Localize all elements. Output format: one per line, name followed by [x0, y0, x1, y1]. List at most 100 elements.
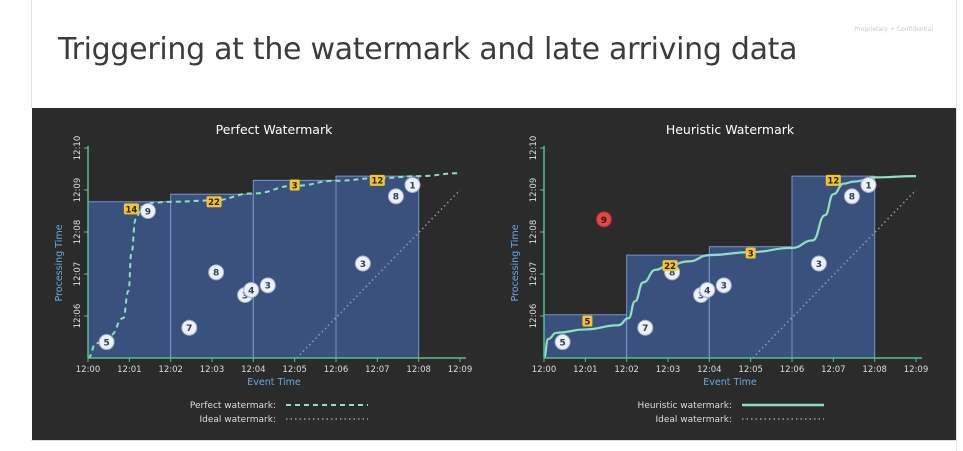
legend-label: Perfect watermark:: [190, 401, 276, 411]
data-point-circle: [208, 264, 225, 281]
data-point-circle: [243, 281, 260, 298]
confidential-label: Proprietary + Confidential: [854, 26, 933, 33]
data-point-label: 9: [601, 216, 607, 226]
data-point-label: 3: [698, 291, 704, 301]
result-badge: 12: [825, 174, 841, 187]
x-tick-label: 12:05: [738, 365, 763, 375]
x-tick-label: 12:06: [324, 365, 349, 375]
x-tick-label: 12:08: [406, 365, 431, 375]
data-point-label: 7: [186, 324, 192, 334]
perfect-watermark-line: [87, 172, 461, 359]
result-badge-box: [206, 196, 222, 208]
data-point: 8: [843, 188, 860, 205]
data-point-circle: [637, 319, 654, 336]
data-point-circle: [98, 334, 115, 351]
data-point: 4: [243, 281, 260, 298]
result-badge-box: [123, 203, 139, 215]
result-badge-label: 3: [292, 181, 298, 191]
charts-svg: Perfect Watermark 12:00 12:01 12:02 12:03 12:…: [54, 122, 928, 425]
data-point-label: 4: [704, 286, 710, 296]
data-point-circle: [354, 255, 371, 272]
legend-label: Ideal watermark:: [656, 415, 733, 425]
chart-panel: Perfect Watermark 12:00 12:01 12:02 12:03 12:…: [32, 108, 956, 440]
result-badge-box: [825, 174, 841, 186]
data-point-label: 3: [721, 282, 727, 292]
y-tick-label: 12:07: [529, 262, 539, 287]
late-data-point: 9: [595, 211, 612, 228]
data-point-label: 7: [642, 324, 648, 334]
y-axis-label: Processing Time: [54, 224, 65, 301]
data-point-label: 8: [669, 269, 675, 279]
data-point-label: 3: [360, 260, 366, 270]
chart-perfect-watermark: Perfect Watermark 12:00 12:01 12:02 12:03 12:…: [54, 122, 472, 425]
result-badge: 3: [289, 179, 300, 191]
result-badge: 12: [369, 174, 385, 187]
data-point-circle: [404, 176, 421, 193]
x-tick-label: 12:00: [76, 365, 101, 375]
data-point-label: 1: [409, 181, 415, 191]
data-point-circle: [699, 281, 716, 298]
data-point-circle: [843, 188, 860, 205]
window-pane: [708, 246, 793, 359]
slide-edge-left: [31, 0, 32, 108]
y-tick-label: 12:10: [73, 136, 83, 161]
chart-title: Heuristic Watermark: [666, 122, 795, 137]
x-tick-label: 12:03: [200, 365, 225, 375]
y-tick-label: 12:08: [529, 220, 539, 245]
data-point-circle: [715, 277, 732, 294]
x-tick-label: 12:02: [158, 365, 183, 375]
data-point-circle: [387, 188, 404, 205]
data-point-label: 9: [145, 207, 151, 217]
x-axis-label: Event Time: [247, 377, 301, 388]
window-pane: [791, 175, 876, 359]
data-point: 8: [387, 188, 404, 205]
x-tick-label: 12:07: [365, 365, 390, 375]
slide-edge-right: [956, 0, 957, 451]
x-tick-label: 12:00: [532, 365, 557, 375]
data-point: 1: [860, 176, 877, 193]
window-pane: [87, 201, 172, 359]
x-axis-label: Event Time: [703, 377, 757, 388]
data-point: 9: [139, 203, 156, 219]
data-point: 3: [715, 277, 732, 294]
result-badge: 3: [745, 247, 756, 259]
result-badge-label: 12: [371, 177, 383, 187]
data-point: 3: [354, 255, 371, 272]
result-badge-label: 12: [827, 177, 839, 187]
result-badge-label: 22: [664, 262, 676, 272]
data-point-circle: [181, 319, 198, 336]
data-point: 5: [98, 334, 115, 351]
data-point: 7: [181, 319, 198, 336]
x-tick-label: 12:08: [862, 365, 887, 375]
data-point-circle: [554, 334, 571, 351]
result-badge-box: [662, 260, 678, 272]
heuristic-watermark-line: [542, 175, 917, 360]
slide-edge-bottom: [31, 440, 957, 441]
result-badge-box: [289, 179, 300, 191]
legend-label: Ideal watermark:: [200, 415, 277, 425]
data-point-label: 8: [213, 269, 219, 279]
y-tick-label: 12:07: [73, 262, 83, 287]
result-badge: 22: [662, 260, 678, 272]
window-pane: [252, 179, 337, 359]
x-tick-label: 12:09: [904, 365, 929, 375]
legend-label: Heuristic watermark:: [638, 401, 732, 411]
data-point-circle: [259, 277, 276, 294]
y-tick-label: 12:10: [529, 136, 539, 161]
x-tick-label: 12:06: [780, 365, 805, 375]
result-badge-label: 14: [125, 205, 137, 215]
legend: Heuristic watermark: Ideal watermark:: [638, 401, 824, 425]
y-tick-label: 12:09: [529, 178, 539, 203]
y-tick-label: 12:09: [73, 178, 83, 203]
chart-heuristic-watermark: Heuristic Watermark 12:00 12:01 12:02 12:03 1…: [510, 122, 928, 425]
x-tick-label: 12:07: [821, 365, 846, 375]
x-tick-label: 12:01: [573, 365, 598, 375]
x-tick-label: 12:04: [697, 365, 722, 375]
result-badge: 22: [206, 196, 222, 208]
data-point-label: 5: [559, 338, 565, 348]
data-point-label: 5: [103, 338, 109, 348]
result-badge: 5: [582, 315, 593, 327]
data-point: 7: [637, 319, 654, 336]
data-point-label: 1: [865, 181, 871, 191]
data-point: 3: [810, 255, 827, 272]
